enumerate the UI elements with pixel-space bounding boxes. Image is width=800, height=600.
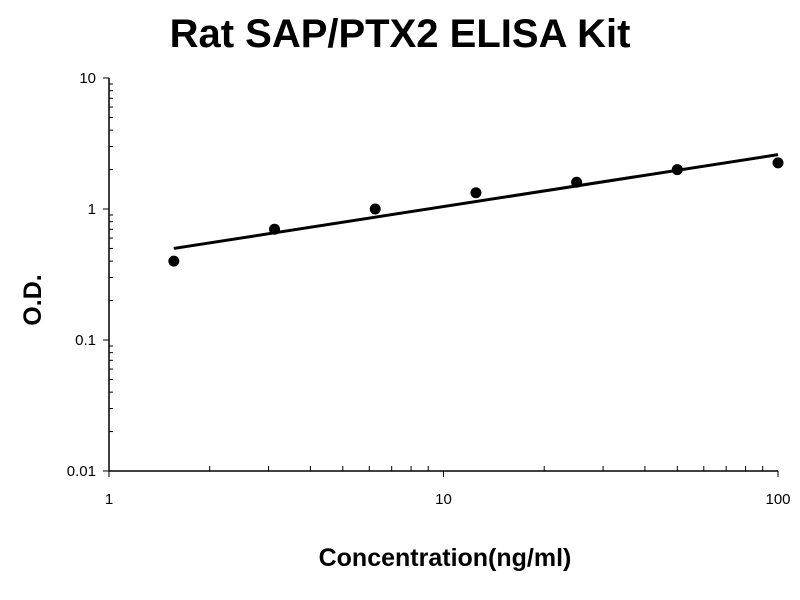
y-tick-label: 1 [88, 201, 96, 218]
trendline [173, 153, 779, 250]
data-point [571, 176, 583, 188]
x-axis-label: Concentration(ng/ml) [318, 544, 572, 572]
data-marks [168, 153, 784, 267]
y-tick-label: 10 [79, 70, 96, 87]
data-point [671, 164, 683, 176]
data-point [369, 203, 381, 215]
data-point [470, 187, 482, 199]
x-tick-label: 1 [105, 491, 113, 508]
data-point [168, 255, 180, 267]
y-tick-label: 0.01 [67, 463, 96, 480]
data-point [772, 157, 784, 169]
x-tick-label: 100 [765, 491, 790, 508]
data-point [269, 223, 281, 235]
axes: 0.01 0.1 1 10 1 10 100 [67, 70, 791, 508]
chart-title: Rat SAP/PTX2 ELISA Kit [169, 12, 631, 56]
x-tick-label: 10 [435, 491, 452, 508]
y-tick-label: 0.1 [75, 332, 96, 349]
